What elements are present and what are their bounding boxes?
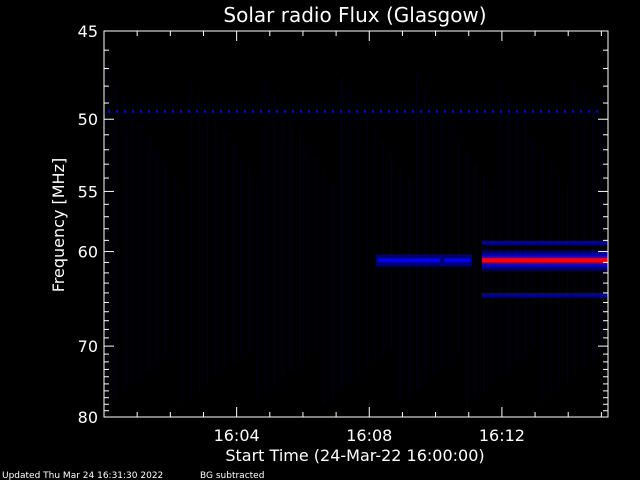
burst-core [444, 258, 471, 263]
plot-background [104, 31, 608, 417]
burst-core [377, 258, 441, 263]
x-tick-label: 16:12 [479, 426, 525, 445]
y-tick-label: 70 [78, 337, 98, 356]
y-tick-label: 45 [78, 22, 98, 41]
emission-band-core [482, 258, 608, 263]
emission-band-edge [482, 292, 608, 297]
y-tick-label: 60 [78, 243, 98, 262]
y-axis-label: Frequency [MHz] [49, 158, 68, 292]
y-tick-label: 80 [78, 408, 98, 427]
plot-frame [103, 30, 609, 418]
x-axis-label: Start Time (24-Mar-22 16:00:00) [225, 446, 484, 465]
emission-band-edge [482, 240, 608, 245]
chart-title: Solar radio Flux (Glasgow) [223, 3, 486, 27]
updated-timestamp: Updated Thu Mar 24 16:31:30 2022 [2, 471, 163, 480]
x-tick-label: 16:08 [346, 426, 392, 445]
x-tick-label: 16:04 [214, 426, 260, 445]
background-note: BG subtracted [200, 471, 264, 480]
y-tick-label: 50 [78, 110, 98, 129]
y-tick-label: 55 [78, 182, 98, 201]
plot-area: 45 50 55 60 70 80 16:04 16:08 16:12 [78, 22, 609, 445]
